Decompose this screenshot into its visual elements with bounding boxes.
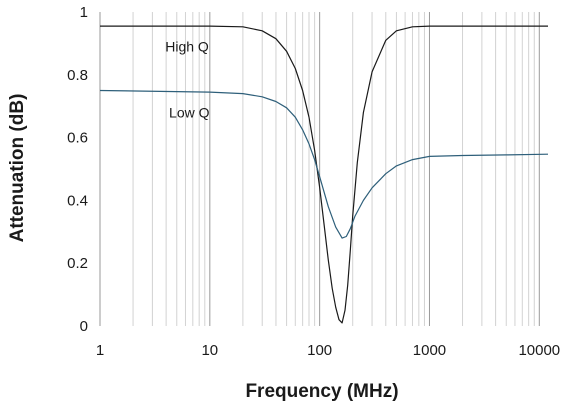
series-label: Low Q bbox=[169, 104, 210, 120]
series-line-high-q bbox=[100, 25, 548, 324]
y-tick-label: 0.6 bbox=[67, 130, 88, 147]
x-tick-label: 10 bbox=[201, 342, 218, 359]
y-tick-label: 0.4 bbox=[67, 192, 88, 209]
x-tick-label: 1 bbox=[96, 342, 104, 359]
x-tick-label: 10000 bbox=[518, 342, 560, 359]
series-label: High Q bbox=[165, 39, 209, 55]
x-tick-label: 100 bbox=[307, 342, 332, 359]
series-annotations: High Q Low Q bbox=[165, 39, 209, 121]
x-tick-label: 1000 bbox=[413, 342, 446, 359]
x-axis-title: Frequency (MHz) bbox=[245, 381, 398, 402]
y-tick-label: 0 bbox=[80, 318, 88, 335]
series-lines bbox=[99, 25, 549, 324]
y-tick-label: 0.8 bbox=[67, 67, 88, 84]
y-tick-label: 0.2 bbox=[67, 255, 88, 272]
y-tick-label: 1 bbox=[80, 4, 88, 21]
tick-labels: 1 10 100 1000 10000 0 0.2 0.4 0.6 0.8 1 bbox=[67, 4, 560, 359]
y-axis-title: Attenuation (dB) bbox=[7, 94, 28, 243]
series-line-low-q bbox=[99, 89, 549, 239]
grid-lines bbox=[99, 12, 540, 326]
